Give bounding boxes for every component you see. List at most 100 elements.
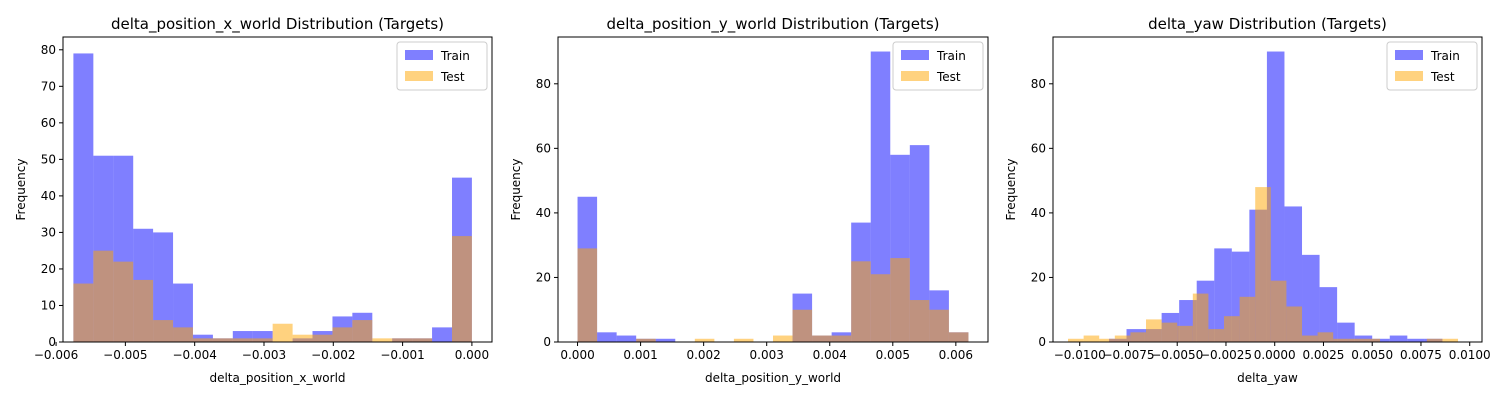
legend-label-train: Train (440, 49, 470, 63)
x-axis-label: delta_position_x_world (209, 371, 345, 385)
bar-train-1 (597, 332, 617, 342)
x-tick-label: 0.001 (623, 348, 657, 362)
bar-train-17 (1407, 338, 1425, 342)
bar-test-6 (192, 338, 213, 342)
bar-test-8 (733, 338, 754, 342)
bar-test-13 (332, 327, 353, 342)
bar-test-4 (153, 320, 174, 342)
series-train (577, 51, 969, 343)
y-tick-label: 80 (536, 77, 551, 91)
bar-test-10 (272, 323, 293, 342)
legend-label-train: Train (936, 49, 966, 63)
x-tick-label: 0.005 (876, 348, 910, 362)
bar-test-0 (73, 283, 94, 342)
y-tick-label: 40 (1031, 206, 1046, 220)
bar-train-0 (73, 53, 94, 342)
bar-test-15 (870, 274, 891, 342)
bar-test-16 (392, 338, 413, 342)
x-tick-label: 0.0100 (1449, 348, 1491, 362)
bar-test-16 (1317, 332, 1334, 342)
x-tick-label: 0.000 (560, 348, 594, 362)
bar-test-15 (372, 338, 393, 342)
bar-test-5 (173, 327, 193, 342)
chart-panel-3: −0.0100−0.0075−0.0050−0.0025 0.0000 0.0025… (1004, 15, 1491, 385)
bar-test-6 (694, 338, 715, 342)
y-tick-label: 60 (41, 116, 56, 130)
y-tick-label: 80 (41, 43, 56, 57)
bar-test-19 (948, 332, 969, 342)
bar-test-24 (1442, 338, 1459, 342)
bar-test-17 (1333, 338, 1349, 342)
bar-train-15 (1372, 338, 1390, 342)
y-tick-label: 20 (536, 270, 551, 284)
axes-frame (62, 36, 493, 343)
legend-swatch-train (1395, 50, 1423, 60)
bar-test-23 (1426, 338, 1443, 342)
bar-test-7 (212, 338, 233, 342)
x-tick-label: 0.0000 (1254, 348, 1296, 362)
y-tick-label: 80 (1031, 77, 1046, 91)
x-tick-label: −0.004 (172, 348, 216, 362)
y-tick-label: 70 (41, 79, 56, 93)
y-tick-label: 10 (41, 298, 56, 312)
bar-test-19 (1364, 338, 1381, 342)
bar-test-3 (1114, 335, 1131, 342)
bar-train-17 (909, 145, 930, 342)
legend-label-test: Test (936, 70, 961, 84)
bar-test-10 (1224, 316, 1240, 342)
bar-train-8 (232, 331, 253, 342)
x-tick-label: −0.002 (311, 348, 355, 362)
axes-frame (557, 36, 989, 343)
x-tick-label: −0.0075 (1102, 348, 1154, 362)
bar-test-14 (352, 320, 373, 342)
axes-frame (1052, 36, 1483, 343)
bar-test-13 (831, 335, 852, 342)
bar-train-18 (432, 327, 453, 342)
bar-train-4 (153, 232, 174, 342)
legend: Train Test (396, 41, 488, 91)
x-tick-label: −0.006 (34, 348, 78, 362)
bar-train-11 (1302, 254, 1320, 342)
legend-label-test: Test (440, 70, 465, 84)
x-axis-label: delta_position_y_world (705, 371, 841, 385)
y-axis-label: Frequency (1004, 159, 1018, 221)
bar-test-14 (851, 261, 871, 342)
bar-test-12 (812, 335, 832, 342)
y-tick-label: 0 (1038, 335, 1046, 349)
bar-test-2 (1099, 338, 1115, 342)
bar-test-0 (1068, 338, 1084, 342)
bar-test-19 (452, 236, 472, 342)
bar-test-3 (636, 338, 656, 342)
series-test (1068, 187, 1459, 342)
x-tick-label: 0.0075 (1400, 348, 1442, 362)
legend-swatch-test (405, 71, 433, 81)
bar-test-15 (1302, 335, 1318, 342)
bar-test-8 (1192, 293, 1209, 342)
legend: Train Test (1386, 41, 1478, 91)
x-tick-label: 0.006 (939, 348, 973, 362)
legend-swatch-test (1395, 71, 1423, 81)
y-tick-label: 20 (1031, 270, 1046, 284)
y-tick-label: 40 (536, 206, 551, 220)
bar-train-4 (655, 338, 676, 342)
bar-train-12 (1319, 287, 1338, 342)
bar-test-3 (133, 279, 154, 342)
x-tick-label: 0.004 (813, 348, 847, 362)
bar-test-17 (909, 300, 930, 342)
legend-swatch-train (901, 50, 929, 60)
legend: Train Test (892, 41, 984, 91)
legend-label-test: Test (1430, 70, 1455, 84)
bar-test-1 (1083, 335, 1100, 342)
bar-train-9 (1266, 51, 1285, 343)
x-tick-label: −0.0050 (1151, 348, 1203, 362)
legend-swatch-test (901, 71, 929, 81)
x-tick-label: 0.0025 (1302, 348, 1344, 362)
y-axis-label: Frequency (509, 159, 523, 221)
y-tick-label: 20 (41, 262, 56, 276)
bar-test-12 (312, 334, 333, 342)
x-tick-label: 0.003 (750, 348, 784, 362)
bar-test-9 (1208, 329, 1225, 342)
chart-title: delta_position_y_world Distribution (Tar… (606, 15, 939, 34)
bar-test-5 (1146, 319, 1162, 342)
bar-test-13 (1270, 280, 1287, 342)
